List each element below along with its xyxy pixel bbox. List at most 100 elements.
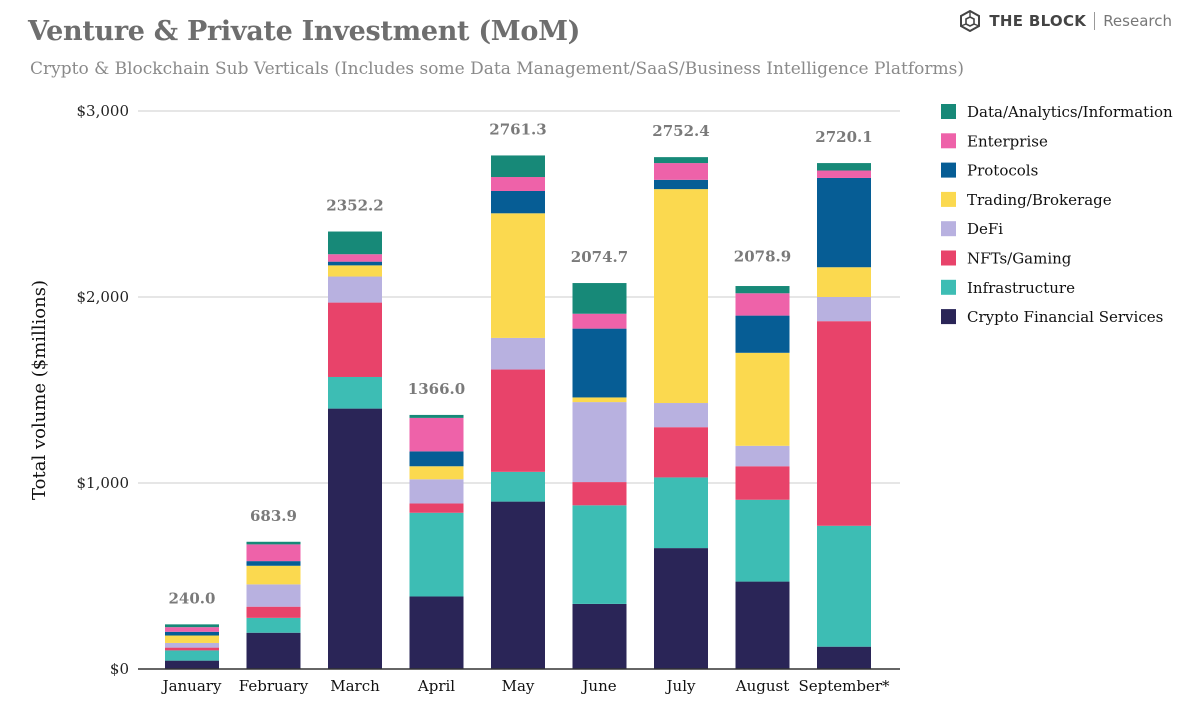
bar-segment	[246, 632, 301, 669]
legend-swatch	[941, 191, 956, 207]
bar-segment	[246, 561, 301, 566]
x-tick-label: February	[239, 677, 309, 695]
x-tick-label: May	[502, 677, 535, 695]
brand-logo: THE BLOCK Research	[959, 9, 1172, 33]
legend-label: Data/Analytics/Information	[967, 103, 1173, 121]
y-axis-label: Total volume ($millions)	[29, 280, 50, 500]
brand-subtitle: Research	[1103, 12, 1172, 30]
bar-segment	[735, 466, 790, 500]
bar-segment	[246, 565, 301, 585]
bar-segment	[654, 427, 708, 478]
bar-segment	[491, 501, 545, 669]
y-tick-label: $0	[110, 660, 129, 678]
bar-segment	[328, 408, 382, 669]
bar-segment	[654, 189, 708, 404]
bar-segment	[246, 584, 301, 607]
bar-total-label: 2074.7	[571, 248, 628, 266]
legend-label: Enterprise	[967, 132, 1048, 150]
legend-label: Infrastructure	[967, 279, 1075, 297]
bar-segment	[409, 479, 464, 504]
legend-label: Protocols	[967, 162, 1038, 180]
bar-segment	[817, 267, 871, 297]
x-tick-label: January	[161, 677, 222, 695]
bar-total-label: 240.0	[169, 589, 216, 607]
bar-segment	[817, 163, 871, 171]
brand-divider	[1094, 12, 1096, 30]
bar-segment	[654, 163, 708, 180]
bar-segment	[246, 617, 301, 633]
hexagon-cube-icon	[960, 10, 981, 32]
bar-segment	[328, 231, 382, 255]
chart-title: Venture & Private Investment (MoM)	[28, 16, 581, 47]
legend-swatch	[941, 309, 956, 325]
bar-segment	[165, 631, 219, 636]
bar-segment	[491, 213, 545, 338]
x-tick-label: July	[665, 677, 696, 695]
bar-segment	[572, 313, 627, 329]
brand-name: THE BLOCK	[989, 12, 1087, 30]
bar-segment	[165, 660, 219, 669]
legend-label: Crypto Financial Services	[967, 308, 1163, 326]
bar-segment	[817, 297, 871, 322]
bar-segment	[572, 482, 627, 506]
bar-segment	[409, 596, 464, 669]
bar-segment	[735, 315, 790, 353]
chart-subtitle: Crypto & Blockchain Sub Verticals (Inclu…	[30, 59, 964, 79]
bar-segment	[491, 337, 545, 370]
bar-segment	[654, 548, 708, 669]
bar-segment	[572, 283, 627, 314]
bar-segment	[572, 505, 627, 604]
bar-segment	[409, 414, 464, 418]
bar-segment	[328, 276, 382, 303]
bar-total-label: 683.9	[250, 507, 297, 525]
bar-segment	[654, 403, 708, 428]
bar-segment	[165, 642, 219, 648]
bar-segment	[328, 265, 382, 277]
bar-segment	[165, 627, 219, 632]
bar-segment	[246, 606, 301, 618]
y-tick-label: $3,000	[77, 102, 130, 120]
bar-segment	[735, 445, 790, 467]
bar-segment	[491, 471, 545, 502]
bar-segment	[491, 369, 545, 472]
bar-total-label: 2761.3	[489, 120, 546, 138]
bar-total-label: 2352.2	[326, 196, 383, 214]
bar-segment	[572, 328, 627, 398]
bar-segment	[735, 352, 790, 446]
y-tick-label: $2,000	[77, 288, 130, 306]
x-tick-label: September*	[798, 677, 890, 695]
bar-total-label: 2752.4	[652, 122, 709, 140]
bar-segment	[165, 624, 219, 628]
bar-segment	[491, 177, 545, 191]
bar-segment	[817, 177, 871, 268]
bar-segment	[735, 581, 790, 669]
bar-segment	[735, 286, 790, 294]
legend-swatch	[941, 104, 956, 119]
y-tick-label: $1,000	[77, 474, 130, 492]
bar-segment	[409, 503, 464, 513]
legend-label: Trading/Brokerage	[967, 191, 1112, 209]
legend-label: NFTs/Gaming	[967, 250, 1072, 268]
bar-segment	[409, 512, 464, 597]
bar-segment	[817, 170, 871, 178]
bar-segment	[654, 477, 708, 549]
bar-segment	[246, 544, 301, 562]
legend-label: DeFi	[967, 220, 1003, 238]
bar-segment	[817, 646, 871, 669]
x-tick-label: March	[330, 677, 380, 695]
x-tick-label: April	[417, 677, 455, 695]
bar-segment	[735, 499, 790, 582]
bar-segment	[572, 603, 627, 669]
x-tick-label: August	[735, 677, 789, 695]
bar-segment	[491, 190, 545, 214]
bar-segment	[409, 466, 464, 480]
bar-segment	[409, 417, 464, 452]
bar-segment	[491, 155, 545, 178]
bar-segment	[735, 293, 790, 316]
bar-segment	[572, 402, 627, 483]
bar-total-label: 1366.0	[408, 380, 465, 398]
bar-segment	[817, 525, 871, 647]
bar-segment	[572, 397, 627, 403]
bar-segment	[328, 302, 382, 377]
